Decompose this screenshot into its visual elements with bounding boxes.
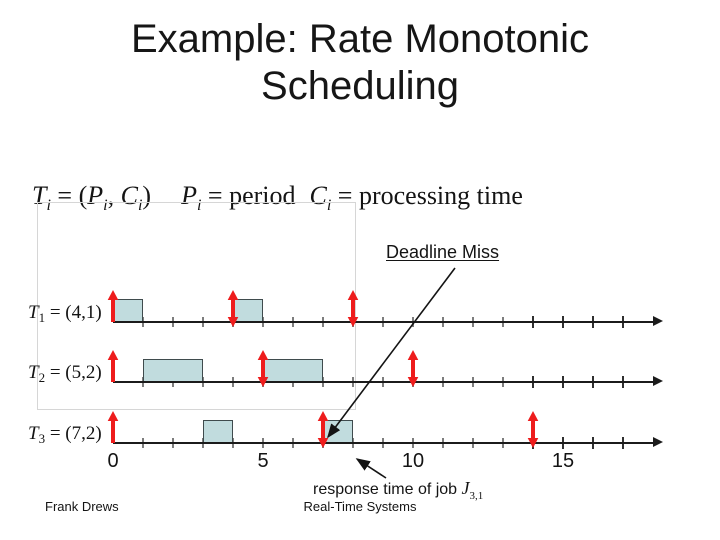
execution-box — [203, 420, 233, 443]
timeline-axis-arrowhead — [653, 376, 663, 386]
slide-title: Example: Rate Monotonic Scheduling — [130, 17, 589, 108]
formula-T-sub: i — [46, 197, 51, 214]
formula-close: ) — [142, 181, 152, 210]
release-deadline-arrow — [317, 411, 329, 448]
task-label-params: = (4,1) — [45, 302, 102, 323]
task-label-sub: 2 — [38, 370, 46, 385]
formula-equals-open: = ( — [50, 181, 88, 210]
footer-course: Real-Time Systems — [303, 499, 417, 514]
formula-C-sub: i — [137, 197, 143, 214]
release-deadline-arrow — [527, 411, 539, 448]
task-label-sub: 1 — [38, 310, 46, 325]
release-deadline-arrow — [257, 350, 269, 387]
timeline-axis — [113, 381, 653, 383]
response-time-J: J — [461, 478, 470, 498]
task-label-params: = (7,2) — [45, 423, 102, 444]
formula-period-text: = period — [201, 181, 296, 210]
axis-number-0: 0 — [107, 450, 119, 472]
timeline-axis-arrowhead — [653, 437, 663, 447]
task-label-var: T — [28, 362, 39, 383]
timeline-axis — [113, 321, 653, 323]
response-time-text: response time of job — [313, 481, 462, 498]
response-time-arrow — [355, 458, 387, 479]
response-time-J-sub: 3,1 — [469, 490, 484, 502]
axis-number-15: 15 — [551, 450, 575, 472]
task-label-T1: T1 = (4,1) — [28, 302, 102, 326]
formula-P-def-sub: i — [196, 197, 202, 214]
release-deadline-arrow — [407, 350, 419, 387]
release-arrow-up — [107, 411, 119, 443]
release-arrow-up — [107, 290, 119, 322]
formula-comma: , — [107, 181, 121, 210]
deadline-miss-label: Deadline Miss — [386, 242, 500, 262]
task-label-sub: 3 — [38, 431, 46, 446]
release-deadline-arrow — [227, 290, 239, 327]
timeline-axis — [113, 442, 653, 444]
execution-box — [143, 359, 203, 382]
execution-box — [263, 359, 323, 382]
formula-processing-text: = processing time — [331, 181, 523, 210]
task-label-params: = (5,2) — [45, 362, 102, 383]
response-time-label: response time of job J3,1 — [313, 478, 483, 502]
formula-C-def-sub: i — [326, 197, 332, 214]
task-label-var: T — [28, 423, 39, 444]
task-label-T3: T3 = (7,2) — [28, 423, 102, 447]
task-label-var: T — [28, 302, 39, 323]
timeline-axis-arrowhead — [653, 316, 663, 326]
axis-number-5: 5 — [257, 450, 269, 472]
axis-number-10: 10 — [401, 450, 425, 472]
task-label-T2: T2 = (5,2) — [28, 362, 102, 386]
footer-author: Frank Drews — [45, 499, 119, 514]
release-arrow-up — [107, 350, 119, 382]
formula-P-sub: i — [103, 197, 108, 214]
release-deadline-arrow — [347, 290, 359, 327]
